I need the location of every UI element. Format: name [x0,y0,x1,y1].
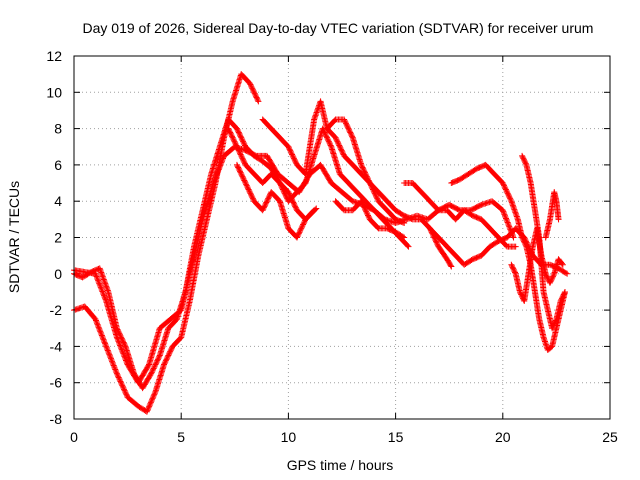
series-track-14 [543,189,562,240]
x-tick-label: 10 [281,429,297,445]
data-point [100,275,106,281]
data-point [99,272,105,278]
data-point [99,271,105,277]
x-tick-label: 25 [602,429,618,445]
y-tick-label: 10 [46,84,62,100]
data-point [101,276,107,282]
x-axis-label: GPS time / hours [287,457,394,473]
plot-area [71,71,570,415]
data-point [513,244,519,250]
y-tick-label: -2 [50,302,63,318]
data-point [100,274,106,280]
x-tick-label: 20 [495,429,511,445]
y-tick-label: -6 [50,375,63,391]
sdtvar-chart: Day 019 of 2026, Sidereal Day-to-day VTE… [0,0,640,480]
chart-title: Day 019 of 2026, Sidereal Day-to-day VTE… [83,20,594,36]
y-tick-label: 0 [54,266,62,282]
x-tick-label: 15 [388,429,404,445]
y-axis-label: SDTVAR / TECUs [6,181,22,293]
x-tick-label: 0 [70,429,78,445]
y-tick-label: 6 [54,157,62,173]
data-point [556,216,562,222]
y-tick-label: 4 [54,193,62,209]
data-point [98,270,104,276]
y-tick-label: 2 [54,230,62,246]
y-tick-label: 12 [46,48,62,64]
x-tick-label: 5 [177,429,185,445]
y-tick-label: -8 [50,411,63,427]
y-tick-label: 8 [54,121,62,137]
y-tick-label: -4 [50,338,63,354]
